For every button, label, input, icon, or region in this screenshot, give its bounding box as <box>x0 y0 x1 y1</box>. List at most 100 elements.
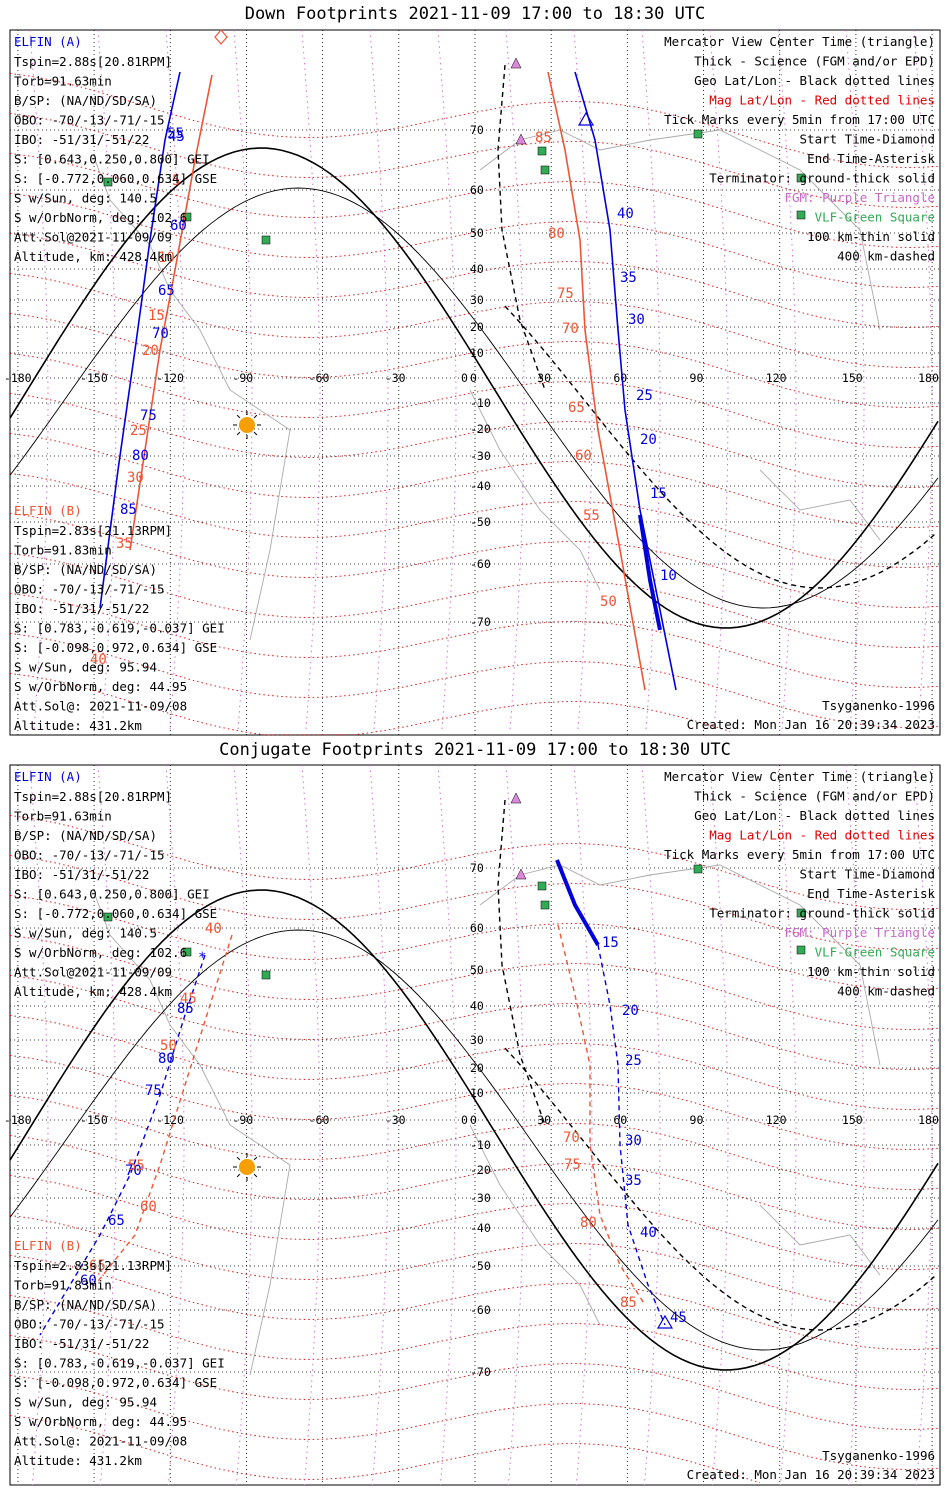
model-label: Tsyganenko-1996 <box>822 698 935 713</box>
elfin-b-tick: 55 <box>128 1158 145 1174</box>
elfin-a-science-segment <box>638 514 662 631</box>
elfin-a-tick: 75 <box>140 408 157 424</box>
elfin-a-info-line: S w/OrbNorm, deg: 102.6 <box>14 210 187 225</box>
elfin-b-track-south <box>547 71 646 691</box>
vlf-square-icon <box>540 900 550 910</box>
mag-lon-line <box>165 29 185 731</box>
elfin-b-info-line: Torb=91.83min <box>14 1278 112 1293</box>
x-tick-label: 30 <box>537 1113 551 1127</box>
x-tick-label: 120 <box>766 1113 787 1127</box>
mag-lon-line <box>709 764 729 1486</box>
x-tick-label: -90 <box>232 1113 253 1127</box>
legend-entry: VLF-Green Square <box>815 945 935 960</box>
x-tick-label: -180 <box>4 1113 32 1127</box>
elfin-a-track-north <box>99 71 181 609</box>
elfin-b-tick: 10 <box>158 250 175 266</box>
y-tick-label: 50 <box>470 963 484 977</box>
elfin-b-info-line: Att.Sol@: 2021-11-09/08 <box>14 1434 187 1449</box>
legend-entry: 100 km-thin solid <box>807 229 935 244</box>
elfin-a-info-line: Torb=91.63min <box>14 809 112 824</box>
fgm-triangle-icon <box>515 133 527 145</box>
elfin-b-tick: 55 <box>583 508 600 524</box>
elfin-a-track-south <box>574 71 677 691</box>
elfin-b-tick: 50 <box>600 594 617 610</box>
mag-lon-line <box>369 29 389 731</box>
elfin-b-info-line: Torb=91.83min <box>14 543 112 558</box>
vlf-square-icon <box>796 210 806 220</box>
elfin-b-info-line: IBO: -51/31/-51/22 <box>14 1336 149 1351</box>
elfin-a-tick: 65 <box>108 1213 125 1229</box>
elfin-a-info-line: Tspin=2.88s[20.81RPM] <box>14 54 172 69</box>
elfin-b-tick: 40 <box>205 921 222 937</box>
elfin-a-tick: 30 <box>628 312 645 328</box>
y-tick-label: 0 <box>470 371 477 385</box>
mag-lon-line <box>573 764 593 1486</box>
coastline <box>469 389 601 591</box>
vlf-square-icon <box>796 908 806 918</box>
y-tick-label: -70 <box>470 1365 491 1379</box>
end-asterisk-icon: * <box>198 950 206 966</box>
x-tick-label: 150 <box>842 1113 863 1127</box>
y-tick-label: -30 <box>470 1191 491 1205</box>
elfin-a-info-line: S: [-0.772,0.060,0.634] GSE <box>14 171 217 186</box>
sun-ray <box>236 1173 241 1178</box>
elfin-a-header: ELFIN (A) <box>14 34 82 49</box>
conjugate-footprints-panel: -180 -150 -120 -90 -60 -30 0 30 60 90 120 150 180706… <box>4 764 941 1486</box>
y-tick-label: -40 <box>470 1221 491 1235</box>
sun-ray <box>253 1156 258 1161</box>
x-tick-label: 180 <box>918 1113 939 1127</box>
y-tick-label: -60 <box>470 557 491 571</box>
elfin-b-info-line: B/SP: (NA/ND/SD/SA) <box>14 1297 157 1312</box>
y-tick-label: 20 <box>470 320 484 334</box>
model-label: Tsyganenko-1996 <box>822 1448 935 1463</box>
mag-lon-line <box>505 764 525 1486</box>
sun-ray <box>253 431 258 436</box>
x-tick-label: -60 <box>309 1113 330 1127</box>
sun-ray <box>236 414 241 419</box>
x-tick-label: 180 <box>918 371 939 385</box>
elfin-b-track-north <box>94 934 233 1286</box>
elfin-b-tick: 25 <box>130 423 147 439</box>
elfin-a-tick: 15 <box>650 486 667 502</box>
mag-lon-line <box>233 29 253 731</box>
legend-entry: Thick - Science (FGM and/or EPD) <box>694 54 935 69</box>
coastline <box>94 894 291 1376</box>
vlf-square-icon <box>261 970 271 980</box>
coastline <box>469 1124 601 1326</box>
elfin-a-info-line: Torb=91.63min <box>14 74 112 89</box>
y-tick-label: 40 <box>470 262 484 276</box>
elfin-a-info-line: B/SP: (NA/ND/SD/SA) <box>14 828 157 843</box>
terminator-ground <box>9 147 939 629</box>
x-tick-label: -60 <box>309 371 330 385</box>
mag-lon-line <box>97 29 117 731</box>
sun-ray <box>253 414 258 419</box>
vlf-square-icon <box>693 129 703 139</box>
elfin-b-tick: 40 <box>90 652 107 668</box>
legend-entry: End Time-Asterisk <box>807 151 935 166</box>
elfin-b-info-line: S w/Sun, deg: 95.94 <box>14 1395 157 1410</box>
legend-entry: Tick Marks every 5min from 17:00 UTC <box>664 112 935 127</box>
vlf-square-icon <box>182 947 192 957</box>
elfin-b-track-south <box>557 924 646 1306</box>
elfin-a-info-line: OBO: -70/-13/-71/-15 <box>14 848 165 863</box>
elfin-b-tick: 50 <box>160 1038 177 1054</box>
sun-ray <box>236 431 241 436</box>
sun-ray <box>236 1156 241 1161</box>
vlf-square-icon <box>540 165 550 175</box>
x-tick-label: -150 <box>80 371 108 385</box>
mag-lon-line <box>845 29 865 731</box>
elfin-b-header: ELFIN (B) <box>14 1238 82 1253</box>
elfin-b-info-line: Tspin=2.83s[21.13RPM] <box>14 1258 172 1273</box>
legend-entry: Mercator View Center Time (triangle) <box>664 769 935 784</box>
elfin-a-info-line: B/SP: (NA/ND/SD/SA) <box>14 93 157 108</box>
y-tick-label: -10 <box>470 396 491 410</box>
created-label: Created: Mon Jan 16 20:39:34 2023 <box>687 1467 935 1482</box>
elfin-a-tick: 80 <box>158 1051 175 1067</box>
terminator-400km-north <box>497 799 546 1126</box>
elfin-b-info-line: S: [0.783,-0.619,-0.037] GEI <box>14 1356 225 1371</box>
mag-lon-line <box>437 29 457 731</box>
x-tick-label: -120 <box>156 1113 184 1127</box>
elfin-b-info-line: S w/Sun, deg: 95.94 <box>14 660 157 675</box>
sun-ray <box>253 1173 258 1178</box>
vlf-square-icon <box>796 945 806 955</box>
